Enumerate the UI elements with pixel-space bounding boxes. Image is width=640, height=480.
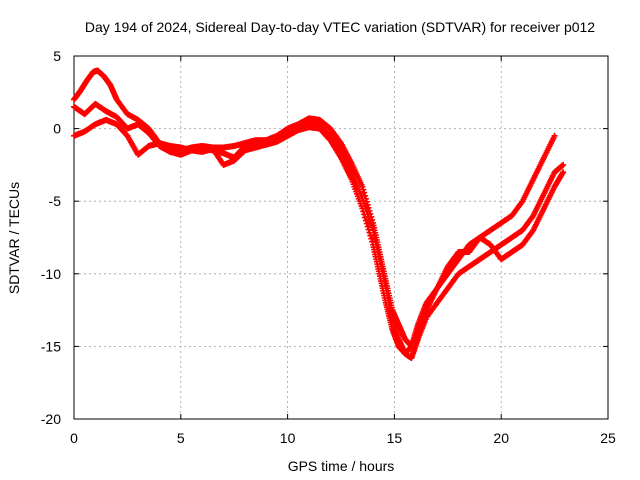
grid	[74, 56, 608, 419]
data-point	[361, 211, 368, 218]
y-tick-label: -20	[41, 411, 61, 427]
data-point	[366, 229, 373, 236]
data-point	[560, 169, 567, 176]
data-point	[365, 226, 372, 233]
x-tick-label: 20	[493, 430, 509, 446]
x-axis-label: GPS time / hours	[288, 458, 395, 474]
data-point	[360, 208, 367, 215]
y-tick-label: -5	[49, 193, 62, 209]
x-tick-label: 25	[600, 430, 616, 446]
data-point	[368, 235, 375, 242]
x-tick-label: 10	[280, 430, 296, 446]
data-point	[364, 223, 371, 230]
y-tick-label: 5	[53, 48, 61, 64]
chart-title: Day 194 of 2024, Sidereal Day-to-day VTE…	[85, 19, 595, 35]
x-tick-label: 0	[70, 430, 78, 446]
axis-ticks: 0 5 10 15 20 25 5 0 -5 -10 -15 -20	[41, 48, 616, 446]
data-points	[71, 67, 567, 362]
data-point	[361, 189, 368, 196]
data-point	[362, 217, 369, 224]
data-point	[369, 238, 376, 245]
y-tick-label: -15	[41, 338, 61, 354]
data-point	[362, 214, 369, 221]
data-point	[560, 161, 567, 168]
y-tick-label: -10	[41, 266, 61, 282]
data-point	[359, 205, 366, 212]
data-point	[551, 132, 558, 139]
x-tick-label: 5	[177, 430, 185, 446]
data-point	[363, 220, 370, 227]
x-tick-label: 15	[387, 430, 403, 446]
plot-frame	[73, 55, 609, 420]
data-point	[367, 232, 374, 239]
y-tick-label: 0	[53, 121, 61, 137]
y-axis-label: SDTVAR / TECUs	[6, 182, 22, 294]
